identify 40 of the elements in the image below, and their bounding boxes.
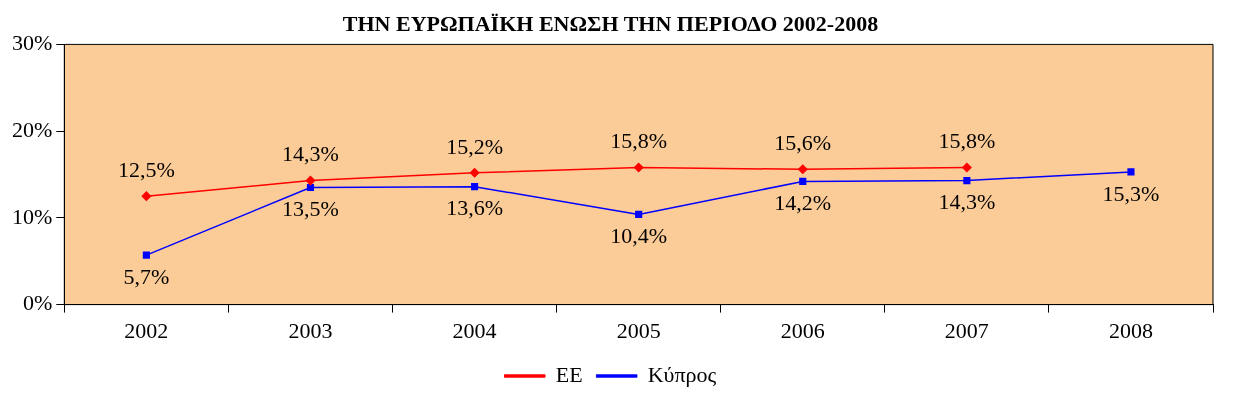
y-tick-label: 0%	[23, 290, 53, 316]
point	[305, 175, 316, 186]
x-tick-label: 2006	[780, 317, 825, 343]
point	[142, 251, 150, 259]
data-label: 14,3%	[938, 189, 996, 215]
data-label: 15,8%	[938, 128, 996, 154]
legend-label: Κύπρος	[647, 361, 717, 387]
legend-label: ΕΕ	[555, 361, 583, 387]
data-label: 15,6%	[774, 130, 832, 156]
chart-title: ΤΗΝ ΕΥΡΩΠΑΪΚΗ ΕΝΩΣΗ ΤΗΝ ΠΕΡΙΟΔΟ 2002-2008	[342, 10, 879, 36]
point	[963, 176, 971, 185]
data-label: 14,3%	[282, 141, 339, 167]
x-tick-label: 2002	[124, 317, 169, 343]
data-label: 12,5%	[117, 156, 175, 182]
x-tick-label: 2004	[452, 317, 497, 343]
x-tick-label: 2003	[288, 317, 333, 343]
data-label: 15,8%	[610, 128, 668, 154]
y-tick-label: 20%	[12, 116, 53, 142]
data-label: 10,4%	[610, 223, 668, 249]
point	[469, 168, 480, 178]
x-tick-label: 2008	[1108, 317, 1153, 343]
point	[798, 164, 808, 175]
data-label: 15,3%	[1102, 180, 1160, 206]
data-label: 15,2%	[446, 133, 503, 159]
point	[470, 183, 479, 191]
data-label: 5,7%	[123, 263, 170, 289]
point	[799, 177, 807, 186]
data-label: 14,2%	[774, 190, 832, 216]
point	[635, 210, 643, 218]
x-tick-label: 2007	[944, 317, 989, 343]
x-tick-label: 2005	[616, 317, 661, 343]
data-label: 13,5%	[282, 196, 339, 222]
point	[141, 191, 152, 201]
point	[306, 183, 315, 192]
y-tick-label: 30%	[12, 30, 53, 56]
point	[1127, 168, 1135, 176]
point	[962, 162, 972, 173]
point	[633, 162, 644, 173]
data-label: 13,6%	[446, 195, 503, 221]
y-tick-label: 10%	[12, 203, 53, 229]
